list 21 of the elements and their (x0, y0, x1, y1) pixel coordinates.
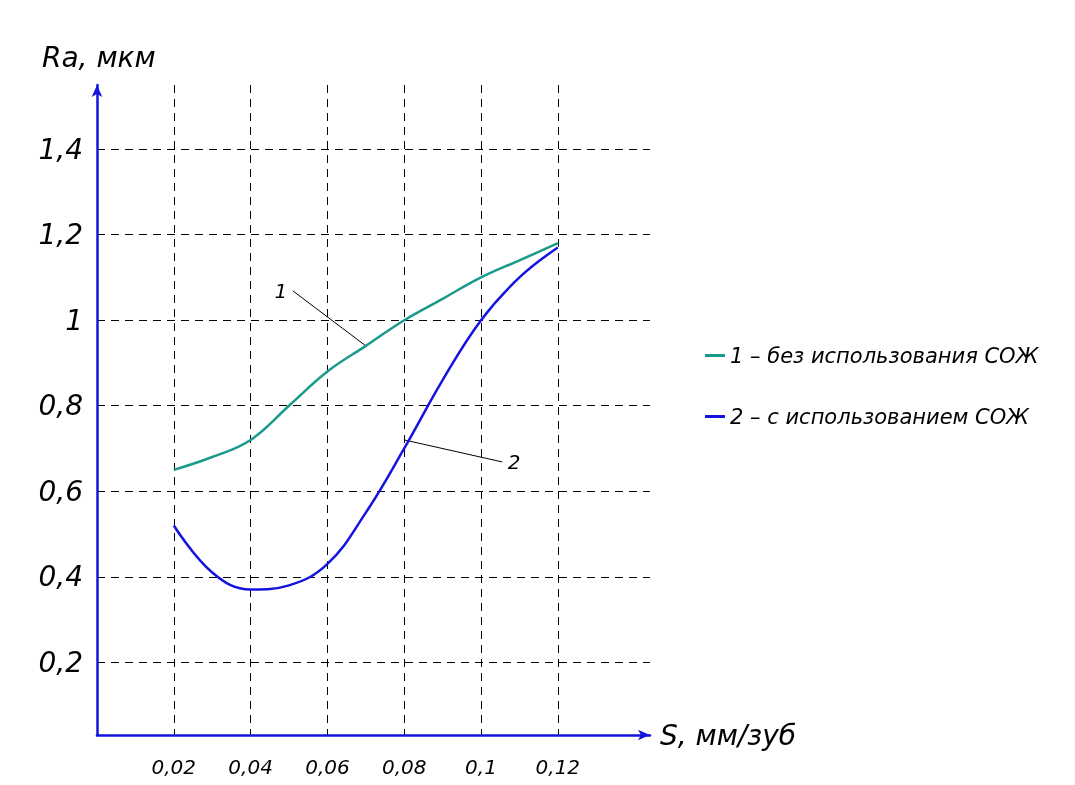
x-tick-label: 0,12 (535, 755, 581, 779)
x-tick-label: 0,06 (305, 755, 350, 779)
y-tick-label: 0,4 (38, 560, 83, 594)
annotation: 2 (507, 449, 521, 474)
x-axis-title: S, мм/зуб (660, 718, 796, 752)
x-tick-label: 0,08 (381, 755, 427, 779)
annotation: 1 (274, 278, 288, 303)
y-tick-label: 0,8 (38, 389, 83, 423)
line-series (172, 246, 560, 591)
legend-label: 2 – с использованием СОЖ (730, 404, 1031, 429)
y-tick-label: 0,2 (38, 645, 83, 679)
line-series (172, 241, 560, 472)
y-tick-label: 1,4 (38, 132, 83, 166)
x-tick-label: 0,04 (228, 755, 273, 779)
y-tick-label: 1,2 (38, 218, 83, 252)
x-tick-label: 0,02 (151, 755, 197, 779)
y-tick-label: 1 (65, 303, 83, 337)
y-tick-label: 0,6 (38, 474, 83, 508)
legend-label: 1 – без использования СОЖ (730, 343, 1040, 368)
x-tick-label: 0,1 (465, 755, 497, 779)
y-axis-title: Ra, мкм (42, 40, 156, 74)
